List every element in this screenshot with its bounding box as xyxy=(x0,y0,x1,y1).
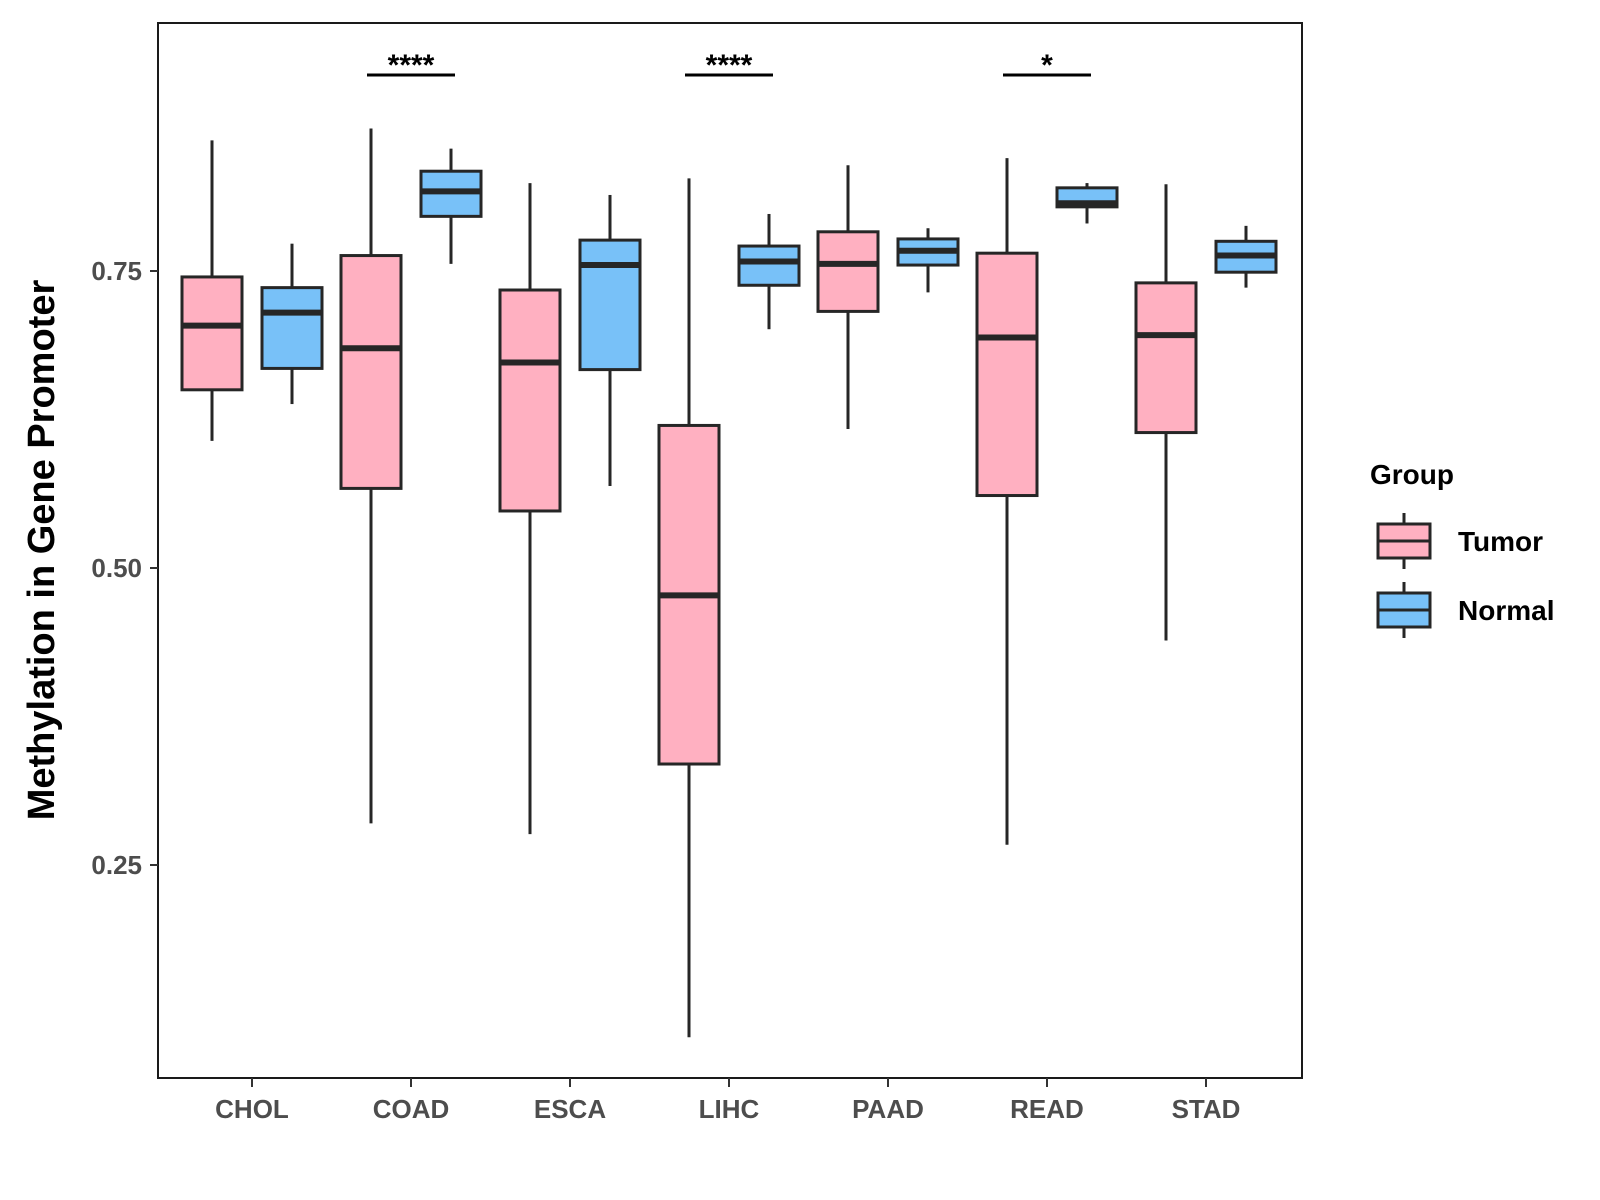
box-read-normal xyxy=(1055,183,1119,224)
x-tick-label: CHOL xyxy=(215,1094,289,1124)
box-body xyxy=(260,286,324,370)
legend-entry-tumor: Tumor xyxy=(1376,513,1543,569)
box-body xyxy=(737,244,801,287)
legend-entry-normal: Normal xyxy=(1376,582,1554,638)
box-chol-tumor xyxy=(180,140,244,441)
significance-label: **** xyxy=(706,49,753,82)
x-tick-label: STAD xyxy=(1172,1094,1241,1124)
y-tick-label: 0.75 xyxy=(91,256,142,286)
x-axis: CHOL COAD ESCA LIHC PAAD READ STAD xyxy=(215,1078,1240,1124)
box-body xyxy=(180,275,244,392)
legend: Group Tumor Normal xyxy=(1370,459,1554,638)
box-paad-tumor xyxy=(816,165,880,430)
x-tick-label: ESCA xyxy=(534,1094,606,1124)
x-tick-label: LIHC xyxy=(699,1094,760,1124)
box-chol-normal xyxy=(260,243,324,405)
y-tick-label: 0.25 xyxy=(91,850,142,880)
box-body xyxy=(498,288,562,513)
y-axis-title: Methylation in Gene Promoter xyxy=(21,280,63,821)
box-coad-normal xyxy=(419,148,483,264)
x-tick-label: PAAD xyxy=(852,1094,924,1124)
box-body xyxy=(816,230,880,313)
box-body xyxy=(339,254,403,490)
boxes-layer xyxy=(180,128,1278,1038)
x-tick-label: COAD xyxy=(373,1094,450,1124)
significance-label: * xyxy=(1041,49,1053,82)
box-esca-tumor xyxy=(498,183,562,835)
y-axis: 0.25 0.50 0.75 xyxy=(91,256,158,880)
box-paad-normal xyxy=(896,228,960,293)
legend-label: Tumor xyxy=(1458,526,1543,557)
x-tick-label: READ xyxy=(1010,1094,1084,1124)
box-body xyxy=(975,251,1039,498)
box-read-tumor xyxy=(975,158,1039,845)
legend-label: Normal xyxy=(1458,595,1554,626)
box-esca-normal xyxy=(578,194,642,487)
box-stad-normal xyxy=(1214,225,1278,288)
significance-lihc: **** xyxy=(685,49,773,82)
box-lihc-tumor xyxy=(657,178,721,1038)
significance-read: * xyxy=(1003,49,1091,82)
box-stad-tumor xyxy=(1134,184,1198,641)
significance-coad: **** xyxy=(367,49,455,82)
box-body xyxy=(1134,281,1198,435)
box-coad-tumor xyxy=(339,128,403,824)
significance-label: **** xyxy=(388,49,435,82)
y-tick-label: 0.50 xyxy=(91,553,142,583)
box-lihc-normal xyxy=(737,213,801,330)
box-body xyxy=(578,238,642,372)
significance-annotations: **** **** * xyxy=(367,49,1091,82)
legend-title: Group xyxy=(1370,459,1454,490)
